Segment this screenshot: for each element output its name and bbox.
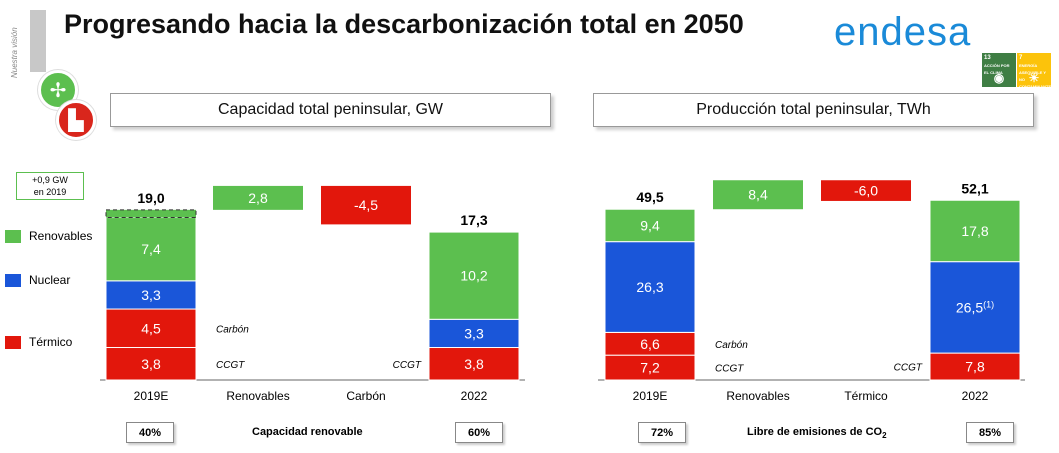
renewable-capacity-2022-pct: 60%: [455, 422, 503, 443]
chart1-note-2019E-seg0: CCGT: [715, 364, 744, 375]
legend-nuclear-swatch: [5, 273, 21, 287]
chart1-category-0: 2019E: [633, 389, 668, 403]
legend-termico-swatch: [5, 335, 21, 349]
chart0-note-2019E-seg1: Carbón: [216, 324, 249, 335]
chart1-delta-label-0: 8,4: [748, 187, 768, 203]
power-plant-icon: ▙: [56, 100, 96, 140]
chart0-category-2: Carbón: [346, 389, 385, 403]
chart0-label-2022-seg1: 3,3: [464, 325, 484, 341]
chart1-bar-2022-seg2: [929, 199, 1021, 263]
chart0-label-2019E-seg3: 7,4: [141, 241, 161, 257]
sdg-7-text: ENERGÍA ASEQUIBLE Y NO CONTAMINANTE: [1019, 63, 1052, 89]
callout-line2: en 2019: [33, 187, 67, 197]
chart0-category-0: 2019E: [134, 389, 169, 403]
chart1-bar-2019E-seg3: [604, 208, 696, 243]
chart0-category-1: Renovables: [226, 389, 289, 403]
endesa-logo: endesa: [834, 10, 972, 54]
emission-free-label-subscript: 2: [882, 431, 887, 441]
chart1-bar-2022-seg0: [929, 352, 1021, 381]
chart0-bar-2019E-seg4: [105, 209, 197, 219]
eye-globe-icon: ◉: [993, 71, 1005, 85]
capacity-chart-title: Capacidad total peninsular, GW: [110, 93, 551, 127]
chart1-bar-2022-seg1: [929, 261, 1021, 354]
emission-free-label: Libre de emisiones de CO2: [747, 426, 887, 440]
chart0-category-3: 2022: [461, 389, 488, 403]
chart1-category-3: 2022: [962, 389, 989, 403]
wind-turbine-icon: ✢: [38, 70, 78, 110]
chart0-label-2022-seg0: 3,8: [464, 356, 484, 372]
chart0-delta-label-0: 2,8: [248, 190, 268, 206]
chart0-note-2019E-seg0: CCGT: [216, 360, 245, 371]
chart1-delta-bar-1: [821, 180, 911, 201]
emission-free-label-text: Libre de emisiones de CO: [747, 426, 883, 438]
sdg-13-text: ACCIÓN POR EL CLIMA: [984, 63, 1010, 75]
chart1-delta-bar-0: [713, 180, 803, 210]
chart0-total-2019E: 19,0: [137, 190, 164, 206]
emission-free-2022-pct: 85%: [966, 422, 1014, 443]
chart1-note-2019E-seg1: Carbón: [715, 340, 748, 351]
sun-icon: ☀: [1028, 71, 1040, 85]
legend-renovables-swatch: [5, 229, 21, 243]
sdg-7-badge: 7 ENERGÍA ASEQUIBLE Y NO CONTAMINANTE ☀: [1017, 53, 1052, 89]
chart0-bar-2022-seg1: [428, 318, 520, 349]
chart1-label-2019E-seg3: 9,4: [640, 217, 660, 233]
chart1-note-2022-seg0: CCGT: [894, 363, 923, 374]
chart0-label-2019E-seg1: 4,5: [141, 320, 161, 336]
chart1-label-2019E-seg1: 6,6: [640, 336, 660, 352]
chart1-total-2019E: 49,5: [636, 189, 663, 205]
chart0-bar-2022-seg0: [428, 347, 520, 381]
chart1-label-2019E-seg2: 26,3: [636, 279, 663, 295]
renewable-capacity-2019-pct: 40%: [126, 422, 174, 443]
emission-free-2019-pct: 72%: [638, 422, 686, 443]
chart0-total-2022: 17,3: [460, 212, 487, 228]
chart1-delta-label-1: -6,0: [854, 183, 878, 199]
chart0-label-2019E-seg0: 3,8: [141, 356, 161, 372]
sdg-13-badge: 13 ACCIÓN POR EL CLIMA ◉: [982, 53, 1016, 87]
legend-renovables-label: Renovables: [29, 229, 93, 243]
chart1-category-1: Renovables: [726, 389, 789, 403]
chart1-total-2022: 52,1: [961, 180, 988, 196]
sdg-13-number: 13: [984, 55, 991, 61]
legend-termico: Térmico: [5, 335, 72, 349]
legend-nuclear-label: Nuclear: [29, 273, 71, 287]
chart0-bar-2019E-seg0: [105, 347, 197, 381]
chart0-delta-bar-0: [213, 185, 303, 210]
chart1-label-2019E-seg0: 7,2: [640, 360, 660, 376]
sdg-7-number: 7: [1019, 55, 1023, 61]
chart1-bar-2019E-seg2: [604, 241, 696, 333]
legend-renovables: Renovables: [5, 229, 92, 243]
chart0-delta-label-1: -4,5: [354, 197, 378, 213]
renewable-capacity-label: Capacidad renovable: [252, 426, 363, 438]
chart1-label-2022-seg0: 7,8: [965, 359, 985, 375]
chart0-bar-2019E-seg3: [105, 217, 197, 282]
chart0-delta-bar-1: [321, 185, 411, 225]
chart0-note-2022-seg0: CCGT: [393, 360, 422, 371]
legend-termico-label: Térmico: [29, 335, 73, 349]
chart0-bar-2022-seg2: [428, 231, 520, 320]
legend-nuclear: Nuclear: [5, 273, 70, 287]
chart1-label-2022-seg2: 17,8: [961, 223, 988, 239]
chart0-label-2019E-seg2: 3,3: [141, 287, 161, 303]
production-chart-title: Producción total peninsular, TWh: [593, 93, 1034, 127]
page-title: Progresando hacia la descarbonización to…: [64, 9, 744, 39]
callout-line1: +0,9 GW: [32, 175, 68, 185]
chart1-category-2: Térmico: [844, 389, 888, 403]
chart0-bar-2019E-seg2: [105, 280, 197, 310]
header-accent-bar: [30, 10, 46, 72]
callout-2019-addition: +0,9 GW en 2019: [16, 172, 84, 200]
chart0-label-2022-seg2: 10,2: [460, 268, 487, 284]
